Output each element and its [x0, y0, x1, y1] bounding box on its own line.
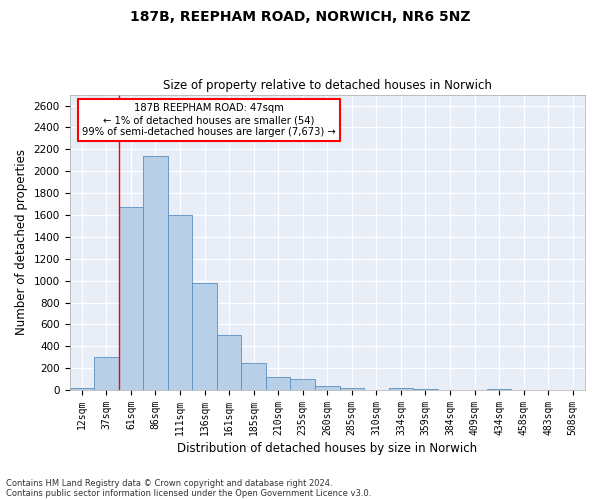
- Bar: [192, 284, 217, 390]
- Bar: [94, 357, 119, 390]
- Text: Contains HM Land Registry data © Crown copyright and database right 2024.: Contains HM Land Registry data © Crown c…: [6, 478, 332, 488]
- Bar: [389, 388, 413, 390]
- X-axis label: Distribution of detached houses by size in Norwich: Distribution of detached houses by size …: [177, 442, 478, 455]
- Y-axis label: Number of detached properties: Number of detached properties: [15, 150, 28, 336]
- Text: Contains public sector information licensed under the Open Government Licence v3: Contains public sector information licen…: [6, 488, 371, 498]
- Bar: [217, 336, 241, 390]
- Bar: [143, 156, 168, 390]
- Bar: [70, 388, 94, 390]
- Bar: [315, 386, 340, 390]
- Bar: [241, 363, 266, 390]
- Bar: [340, 388, 364, 390]
- Title: Size of property relative to detached houses in Norwich: Size of property relative to detached ho…: [163, 79, 492, 92]
- Bar: [290, 379, 315, 390]
- Bar: [119, 208, 143, 390]
- Text: 187B REEPHAM ROAD: 47sqm
← 1% of detached houses are smaller (54)
99% of semi-de: 187B REEPHAM ROAD: 47sqm ← 1% of detache…: [82, 104, 335, 136]
- Bar: [266, 377, 290, 390]
- Text: 187B, REEPHAM ROAD, NORWICH, NR6 5NZ: 187B, REEPHAM ROAD, NORWICH, NR6 5NZ: [130, 10, 470, 24]
- Bar: [168, 215, 192, 390]
- Bar: [413, 389, 438, 390]
- Bar: [487, 389, 511, 390]
